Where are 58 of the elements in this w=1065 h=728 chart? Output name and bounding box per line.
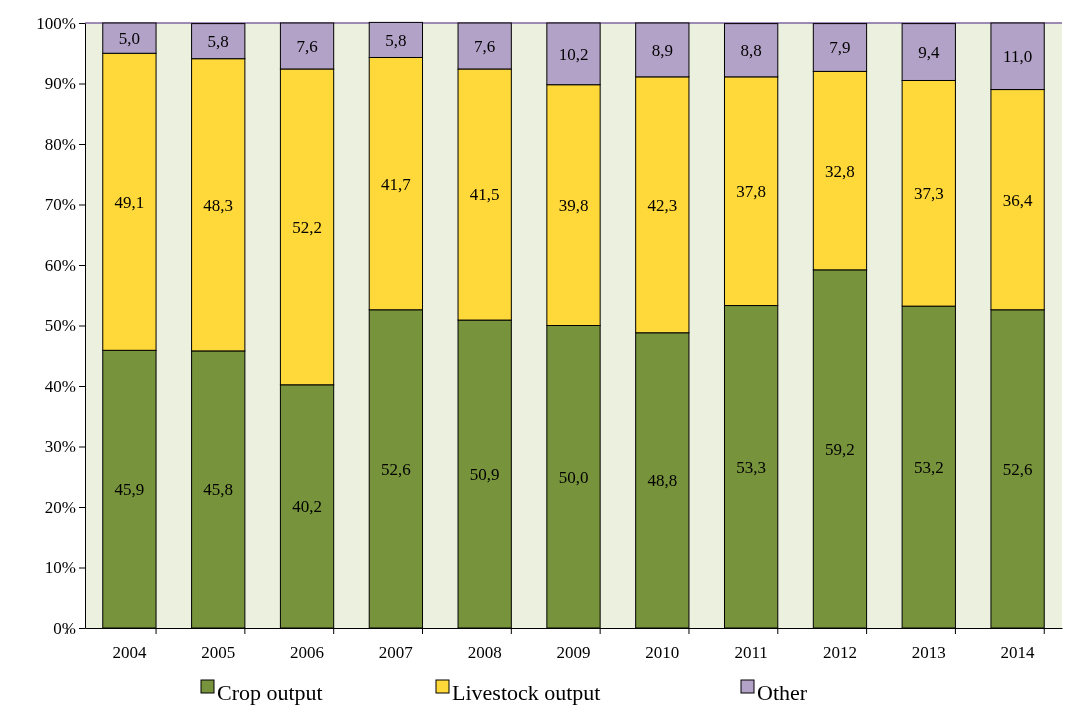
data-label: 50,9 [469,464,500,484]
x-tick-label: 2005 [201,643,236,663]
y-tick-label: 70% [44,195,76,215]
data-label: 7,6 [474,36,496,56]
x-tick-label: 2011 [734,643,768,663]
data-label: 7,9 [829,38,851,58]
y-tick-label: 80% [44,134,76,154]
data-label: 45,9 [114,480,145,500]
data-label: 32,8 [825,161,855,181]
y-tick-label: 90% [44,74,76,94]
x-tick-label: 2007 [378,643,414,663]
data-label: 52,2 [292,217,322,237]
data-label: 8,9 [651,40,673,60]
legend-label: Other [757,679,808,705]
y-tick-label: 60% [44,255,76,275]
y-tick-label: 30% [44,437,76,457]
data-label: 53,3 [736,457,767,477]
data-label: 42,3 [647,195,678,215]
data-label: 48,8 [647,471,678,491]
data-label: 48,3 [203,195,234,215]
data-label: 50,0 [558,467,589,487]
x-tick-label: 2008 [467,643,502,663]
y-tick-label: 100% [36,13,76,33]
data-label: 41,7 [380,174,412,194]
x-tick-label: 2013 [911,643,946,663]
data-label: 52,6 [1002,459,1033,479]
legend-label: Livestock output [452,679,601,705]
data-label: 36,4 [1002,190,1033,210]
data-label: 37,3 [913,184,944,204]
data-label: 8,8 [740,41,762,61]
x-tick-label: 2009 [556,643,591,663]
data-label: 41,5 [469,185,500,205]
x-tick-label: 2006 [290,643,325,663]
y-tick-label: 50% [44,316,76,336]
data-label: 9,4 [918,42,940,62]
data-label: 5,8 [385,30,407,50]
data-label: 11,0 [1003,47,1033,67]
data-label: 37,8 [736,182,767,202]
legend-label: Crop output [217,679,323,705]
data-label: 59,2 [825,439,855,459]
x-tick-label: 2010 [645,643,680,663]
y-tick-label: 40% [44,376,76,396]
y-tick-label: 10% [44,558,76,578]
data-label: 45,8 [203,480,234,500]
y-tick-label: 0% [53,618,76,638]
data-label: 40,2 [292,497,322,517]
x-tick-label: 2004 [112,643,147,663]
data-label: 5,8 [207,32,229,52]
data-label: 5,0 [118,29,141,49]
y-tick-label: 20% [44,497,76,517]
data-label: 53,2 [913,458,944,478]
data-label: 39,8 [558,196,589,216]
data-label: 7,6 [296,36,318,56]
data-label: 52,6 [380,459,411,479]
x-tick-label: 2012 [822,643,857,663]
data-label: 49,1 [114,192,145,212]
x-tick-label: 2014 [1000,643,1036,663]
data-label: 10,2 [558,44,589,64]
